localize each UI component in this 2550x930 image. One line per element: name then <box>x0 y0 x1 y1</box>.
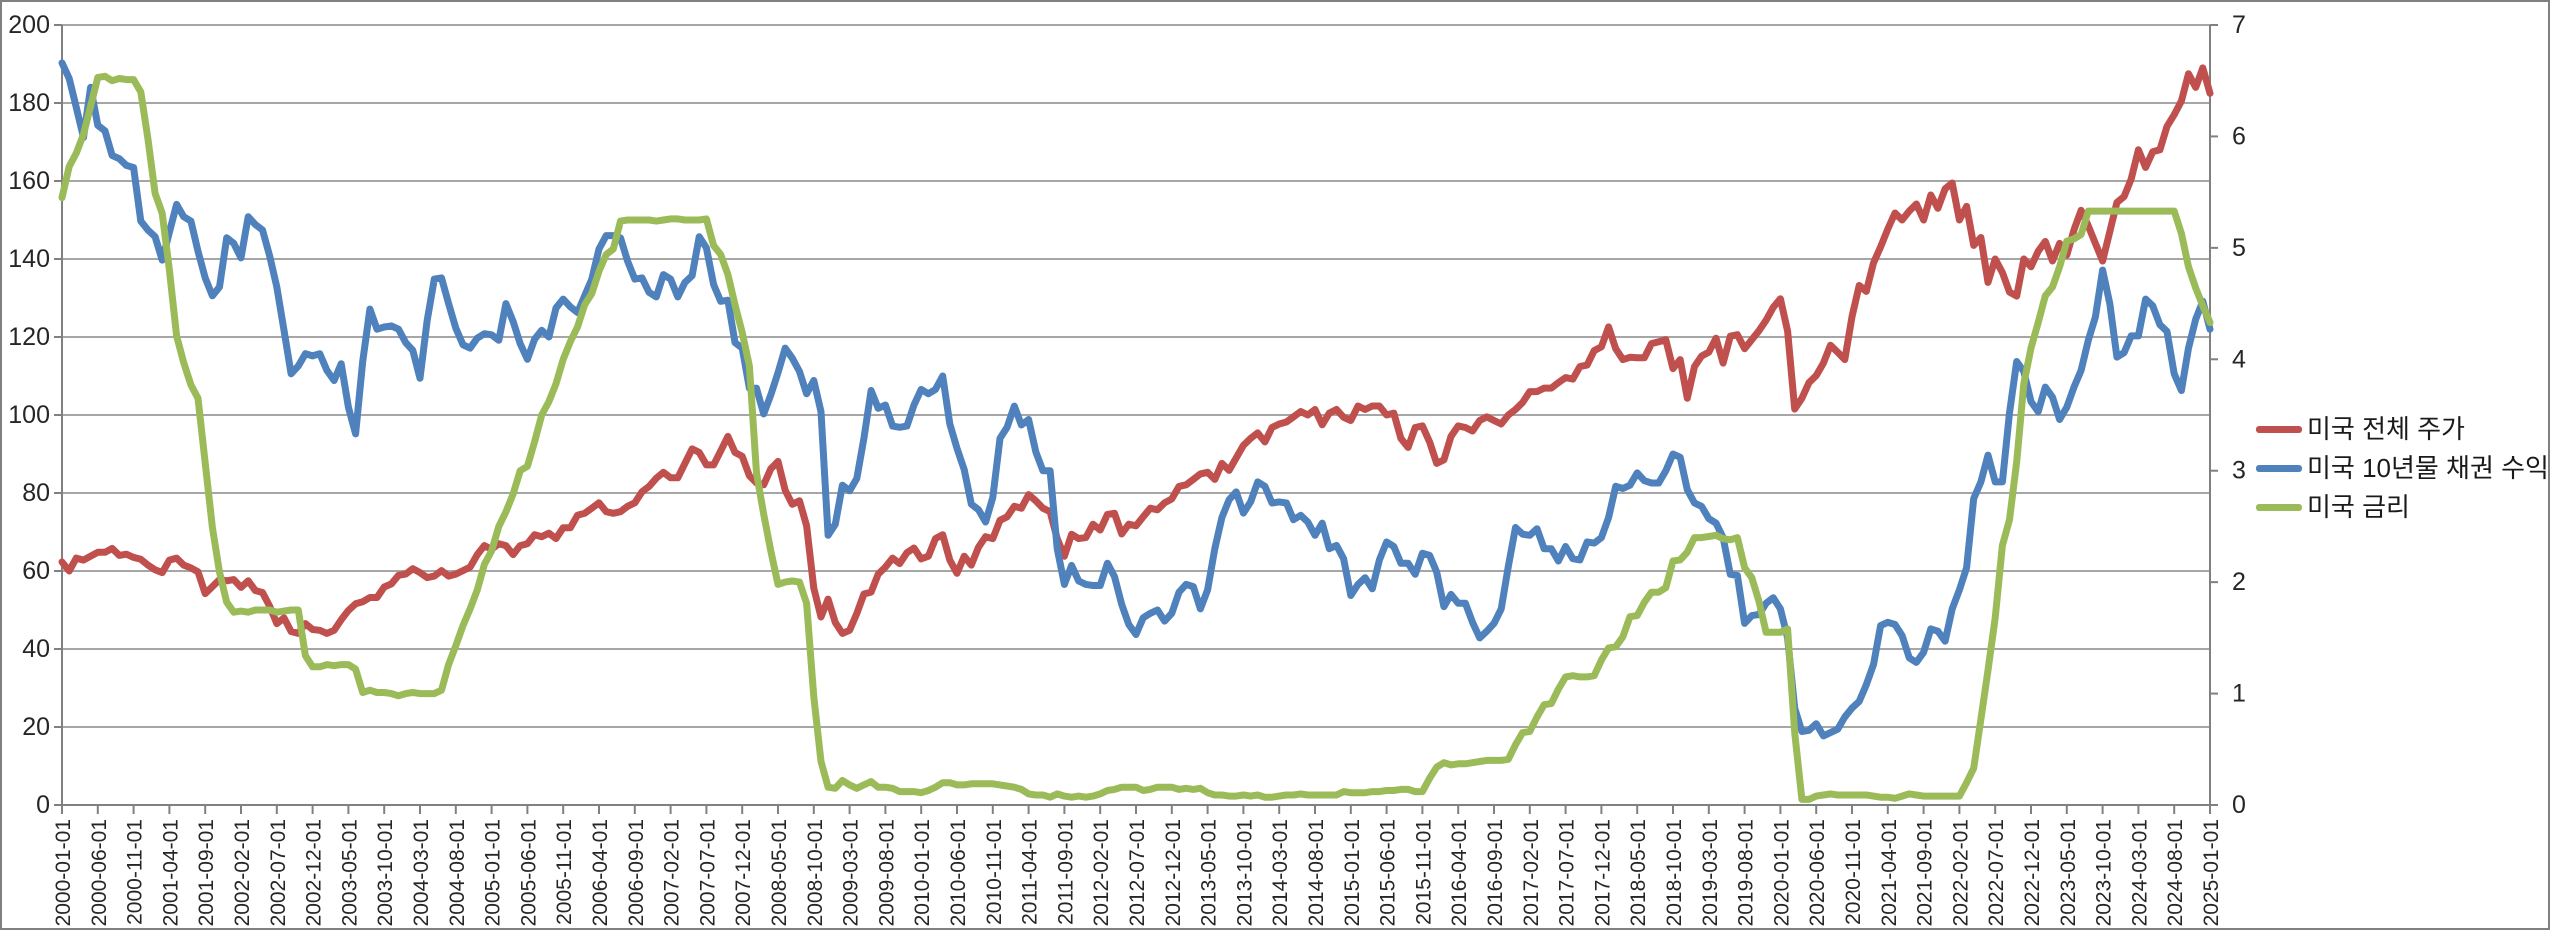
x-axis-tick-label: 2017-02-01 <box>1520 819 1543 926</box>
x-axis-tick-label: 2019-08-01 <box>1735 819 1758 926</box>
legend: 미국 전체 주가 미국 10년물 채권 수익률 미국 금리 <box>2256 410 2550 527</box>
x-axis-tick-label: 2018-10-01 <box>1663 819 1686 926</box>
x-axis-tick-label: 2003-05-01 <box>338 819 361 926</box>
x-axis-tick-label: 2015-06-01 <box>1377 819 1400 926</box>
x-axis-tick-label: 2020-06-01 <box>1806 819 1829 926</box>
x-axis-tick-label: 2024-03-01 <box>2128 819 2151 926</box>
x-axis-tick-label: 2002-07-01 <box>267 819 290 926</box>
x-axis-tick-label: 2005-11-01 <box>553 819 576 925</box>
y-axis-left-tick-label: 60 <box>22 557 50 585</box>
y-axis-left-tick-label: 40 <box>22 635 50 663</box>
legend-item-interest-rate: 미국 금리 <box>2256 488 2548 527</box>
x-axis-tick-label: 2022-12-01 <box>2021 819 2044 926</box>
x-axis-tick-label: 2017-07-01 <box>1556 819 1579 926</box>
legend-line-green-icon <box>2256 504 2302 511</box>
x-axis-tick-label: 2021-04-01 <box>1878 819 1901 926</box>
x-axis-tick-label: 2008-05-01 <box>768 819 791 926</box>
x-axis-tick-label: 2000-06-01 <box>88 819 111 926</box>
x-axis-tick-label: 2015-11-01 <box>1412 819 1435 925</box>
series-line-2 <box>58 72 2214 803</box>
y-axis-right-tick-label: 5 <box>2232 234 2246 262</box>
x-axis-tick-label: 2007-02-01 <box>661 819 684 926</box>
x-axis-tick-label: 2014-03-01 <box>1269 819 1292 926</box>
y-axis-left-tick-label: 200 <box>8 11 50 39</box>
y-axis-left-tick-label: 140 <box>8 245 50 273</box>
legend-line-blue-icon <box>2256 465 2302 472</box>
x-axis-tick-label: 2009-08-01 <box>875 819 898 926</box>
y-axis-left-tick-label: 100 <box>8 401 50 429</box>
x-axis-tick-label: 2002-02-01 <box>231 819 254 926</box>
y-axis-right-tick-label: 6 <box>2232 122 2246 150</box>
x-axis-tick-label: 2007-12-01 <box>732 819 755 926</box>
legend-line-red-icon <box>2256 426 2302 433</box>
x-axis-tick-label: 2024-08-01 <box>2164 819 2187 926</box>
x-axis-tick-label: 2008-10-01 <box>804 819 827 926</box>
legend-item-bond-yield: 미국 10년물 채권 수익률 <box>2256 449 2550 488</box>
x-axis-tick-label: 2022-02-01 <box>1949 819 1972 926</box>
x-axis-tick-label: 2013-05-01 <box>1198 819 1221 926</box>
x-axis-tick-label: 2001-09-01 <box>195 819 218 926</box>
y-axis-left-tick-label: 20 <box>22 713 50 741</box>
y-axis-left-tick-label: 0 <box>36 791 50 819</box>
x-axis-tick-label: 2012-12-01 <box>1162 819 1185 926</box>
x-axis-tick-label: 2010-11-01 <box>983 819 1006 925</box>
x-axis-tick-label: 2016-04-01 <box>1448 819 1471 926</box>
x-axis-tick-label: 2006-04-01 <box>589 819 612 926</box>
x-axis-tick-label: 2025-01-01 <box>2200 819 2223 926</box>
legend-label-interest-rate: 미국 금리 <box>2307 492 2410 522</box>
x-axis-tick-label: 2023-05-01 <box>2057 819 2080 926</box>
x-axis-tick-label: 2012-07-01 <box>1126 819 1149 926</box>
series-line-1 <box>58 59 2214 740</box>
y-axis-right-tick-label: 2 <box>2232 568 2246 596</box>
x-axis-tick-label: 2022-07-01 <box>1985 819 2008 926</box>
x-axis-tick-label: 2017-12-01 <box>1591 819 1614 926</box>
x-axis-tick-label: 2011-04-01 <box>1019 819 1042 925</box>
x-axis-tick-label: 2005-06-01 <box>517 819 540 926</box>
x-axis-tick-label: 2004-08-01 <box>446 819 469 926</box>
y-axis-left-tick-label: 80 <box>22 479 50 507</box>
x-axis-tick-label: 2010-01-01 <box>911 819 934 926</box>
x-axis-tick-label: 2023-10-01 <box>2093 819 2116 926</box>
x-axis-tick-label: 2020-01-01 <box>1770 819 1793 926</box>
x-axis-tick-label: 2021-09-01 <box>1914 819 1937 926</box>
y-axis-left-tick-label: 160 <box>8 167 50 195</box>
series-line-0 <box>58 64 2214 637</box>
x-axis-tick-label: 2016-09-01 <box>1484 819 1507 926</box>
x-axis-tick-label: 2007-07-01 <box>696 819 719 926</box>
x-axis-tick-label: 2018-05-01 <box>1627 819 1650 926</box>
x-axis-tick-label: 2019-03-01 <box>1699 819 1722 926</box>
x-axis-tick-label: 2005-01-01 <box>482 819 505 926</box>
y-axis-left-tick-label: 180 <box>8 89 50 117</box>
y-axis-right-tick-label: 0 <box>2232 791 2246 819</box>
y-axis-left-tick-label: 120 <box>8 323 50 351</box>
legend-item-stock: 미국 전체 주가 <box>2256 410 2548 449</box>
x-axis-tick-label: 2010-06-01 <box>947 819 970 926</box>
x-axis-tick-label: 2000-01-01 <box>52 819 75 926</box>
y-axis-right-tick-label: 1 <box>2232 680 2246 708</box>
x-axis-tick-label: 2001-04-01 <box>159 819 182 926</box>
x-axis-tick-label: 2013-10-01 <box>1233 819 1256 926</box>
x-axis-tick-label: 2015-01-01 <box>1341 819 1364 926</box>
y-axis-right-tick-label: 4 <box>2232 345 2246 373</box>
x-axis-tick-label: 2011-09-01 <box>1054 819 1077 925</box>
x-axis-tick-label: 2003-10-01 <box>374 819 397 926</box>
x-axis-tick-label: 2012-02-01 <box>1090 819 1113 926</box>
y-axis-right-tick-label: 7 <box>2232 11 2246 39</box>
x-axis-tick-label: 2000-11-01 <box>124 819 147 925</box>
legend-label-stock: 미국 전체 주가 <box>2307 414 2465 444</box>
x-axis-tick-label: 2020-11-01 <box>1842 819 1865 925</box>
x-axis-tick-label: 2009-03-01 <box>840 819 863 926</box>
legend-label-bond-yield: 미국 10년물 채권 수익률 <box>2307 453 2550 483</box>
x-axis-tick-label: 2014-08-01 <box>1305 819 1328 926</box>
x-axis-tick-label: 2006-09-01 <box>625 819 648 926</box>
x-axis-tick-label: 2002-12-01 <box>303 819 326 926</box>
x-axis-tick-label: 2004-03-01 <box>410 819 433 926</box>
y-axis-right-tick-label: 3 <box>2232 457 2246 485</box>
